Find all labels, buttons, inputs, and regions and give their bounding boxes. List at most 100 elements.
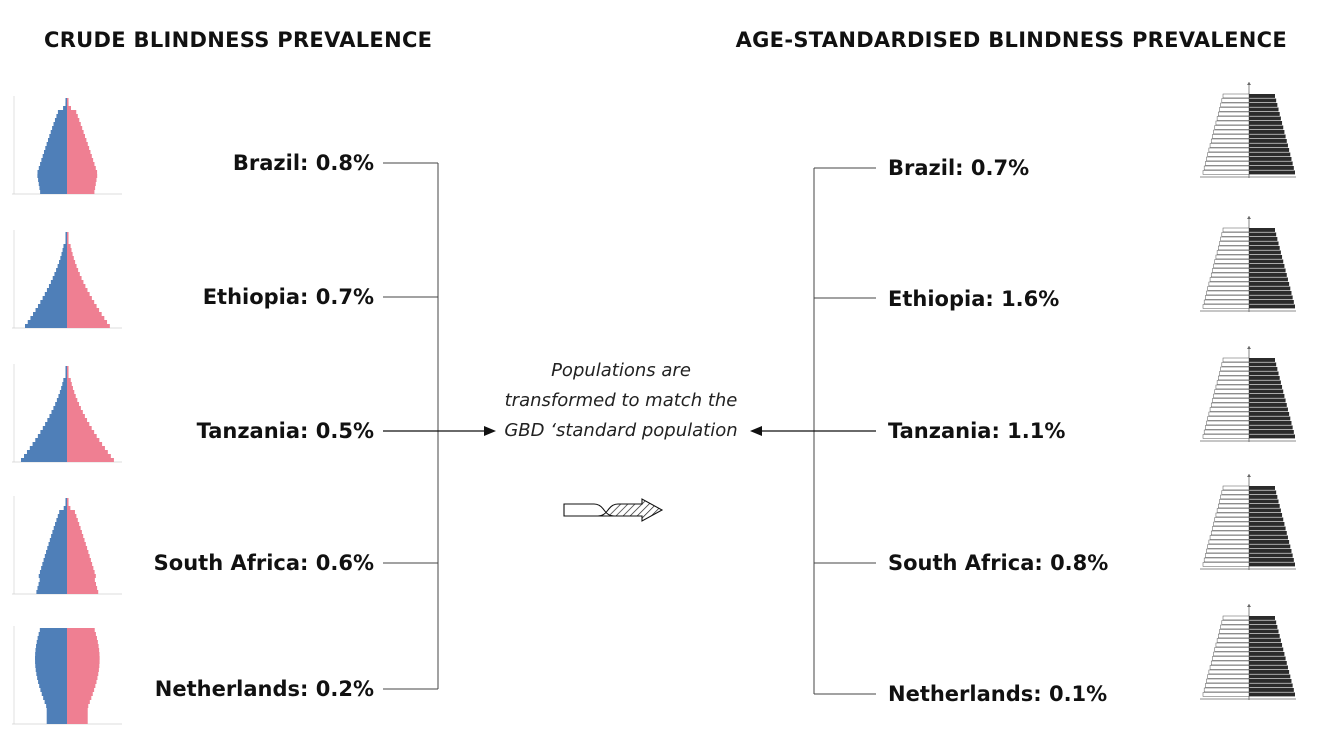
pyramid-bar-right [1249,300,1294,304]
pyramid-bar-left [1207,286,1250,291]
pyramid-bar-left [1207,152,1250,157]
pyramid-bar-right [1249,647,1284,652]
pyramid-bar-male [37,434,67,438]
pyramid-bar-male [40,688,67,692]
pyramid-bar-left [1221,232,1250,237]
pyramid-bar-female [67,574,96,578]
pyramid-bar-right [1249,625,1278,629]
pyramid-bar-left [1203,165,1250,171]
pyramid-bar-left [1210,138,1250,144]
pyramid-bar-left [1214,647,1250,652]
pyramid-bar-left [1212,268,1250,273]
pyramid-bar-right [1249,616,1275,620]
pyramid-bar-female [67,422,90,426]
pyramid-bar-right [1249,358,1275,362]
pyramid-bar-female [67,114,78,118]
pyramid-bar-female [67,672,99,676]
pyramid-bar-left [1219,107,1250,112]
pyramid-bar-right [1249,540,1290,544]
pyramid-bar-male [36,672,67,676]
pyramid-bar-male [63,378,67,382]
pyramid-bar-male [65,102,67,106]
pyramid-bar-male [45,146,67,150]
pyramid-bar-female [67,530,82,534]
pyramid-bar-female [67,502,69,506]
pyramid-bar-female [67,382,72,386]
pyramid-bar-right [1249,407,1288,412]
pyramid-bar-right [1249,295,1293,300]
pyramid-bar-female [67,640,98,644]
pyramid-bar-male [47,418,67,422]
pyramid-bar-female [67,716,88,720]
pyramid-bar-female [67,260,76,264]
pyramid-bar-left [1218,503,1250,509]
pyramid-bar-female [67,166,96,170]
pyramid-bar-female [67,526,81,530]
pyramid-bar-female [67,454,111,458]
pyramid-bar-right [1249,385,1283,389]
pyramid-bar-female [67,692,93,696]
pyramid-bar-female [67,366,69,370]
pyramid-bar-female [67,284,86,288]
pyramid-bar-female [67,648,100,652]
pyramid-bar-left [1216,380,1250,385]
pyramid-bar-male [39,186,67,190]
pyramid-bar-male [53,122,67,126]
pyramid-bar-male [32,442,67,446]
pyramid-bar-female [67,374,69,378]
pyramid-bar-female [67,696,92,700]
pyramid-bar-right [1249,535,1288,540]
transformation-note: Populations are transformed to match the… [504,360,738,441]
pyramid-bar-female [67,522,80,526]
pyramid-bar-female [67,398,78,402]
pyramid-bar-female [67,414,85,418]
pyramid-bar-male [49,538,67,542]
pyramid-bar-left [1214,259,1250,264]
pyramid-bar-right [1249,412,1290,416]
pyramid-bar-male [59,510,67,514]
pyramid-bar-female [67,582,96,586]
pyramid-bar-female [67,394,76,398]
pyramid-bar-left [1208,669,1250,675]
pyramid-bar-male [36,640,67,644]
pyramid-bar-male [26,450,68,454]
pyramid-bar-left [1205,683,1250,688]
pyramid-bar-male [38,166,67,170]
pyramid-bar-left [1215,254,1250,260]
pyramid-bar-female [67,150,91,154]
pyramid-bar-female [67,570,95,574]
pyramid-bar-female [67,244,71,248]
pyramid-bar-right [1249,166,1294,170]
pyramid-bar-right [1249,629,1279,634]
pyramid-bar-male [46,550,67,554]
pyramid-bar-left [1219,629,1250,634]
pyramid-bar-male [53,526,67,530]
pyramid-bar-female [67,106,72,110]
pyramid-bar-female [67,268,79,272]
pyramid-bar-female [67,442,103,446]
pyramid-bar-female [67,632,96,636]
pyramid-bar-left [1216,638,1250,643]
pyramid-bar-left [1208,147,1250,153]
pyramid-bar-left [1205,295,1250,300]
pyramid-bar-female [67,146,90,150]
pyramid-bar-female [67,324,110,328]
pyramid-bar-female [67,240,69,244]
age-standardised-prevalence-heading: AGE-STANDARDISED BLINDNESS PREVALENCE [735,28,1287,52]
pyramid-bar-male [62,248,67,252]
pyramid-bar-right [1249,504,1280,508]
pyramid-bar-female [67,154,92,158]
pyramid-bar-male [46,704,67,708]
crude-label-south-africa: South Africa: 0.6% [153,551,374,575]
pyramid-bar-female [67,418,88,422]
pyramid-bar-male [51,534,67,538]
pyramid-bar-left [1218,633,1250,639]
pyramid-bar-male [57,110,67,114]
pyramid-bar-male [47,546,67,550]
pyramid-bar-male [42,426,67,430]
pyramid-bar-male [65,374,67,378]
pyramid-bar-male [39,570,67,574]
pyramid-bar-right [1249,416,1291,421]
pyramid-bar-female [67,118,80,122]
